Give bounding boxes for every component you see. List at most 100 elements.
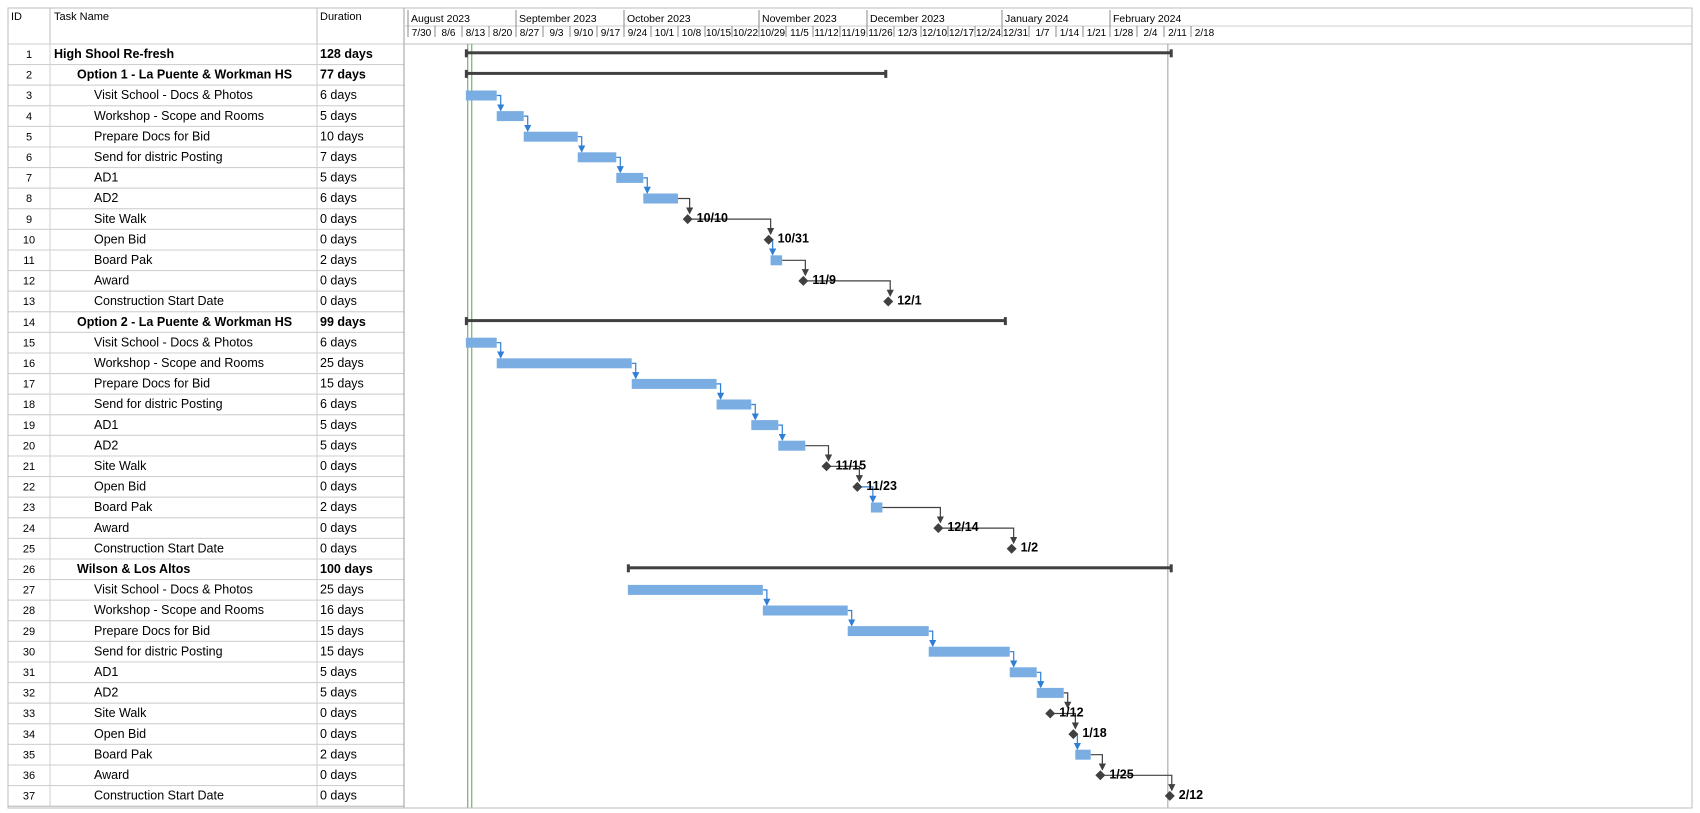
table-row[interactable]: 3 Visit School - Docs & Photos 6 days: [7, 84, 405, 107]
task-duration-cell[interactable]: 6 days: [320, 191, 357, 205]
task-duration-cell[interactable]: 0 days: [320, 480, 357, 494]
table-row[interactable]: 30 Send for distric Posting 15 days: [7, 640, 405, 663]
task-id-cell[interactable]: 11: [23, 255, 34, 267]
task-name-cell[interactable]: Award: [94, 521, 129, 535]
summary-bar[interactable]: [465, 71, 887, 75]
task-id-cell[interactable]: 32: [23, 688, 35, 700]
table-row[interactable]: 7 AD1 5 days: [7, 167, 405, 189]
summary-bar[interactable]: [627, 566, 1172, 570]
task-name-cell[interactable]: AD1: [94, 665, 118, 679]
table-row[interactable]: 2 Option 1 - La Puente & Workman HS 77 day…: [7, 64, 405, 86]
table-row[interactable]: 6 Send for distric Posting 7 days: [7, 146, 405, 169]
task-duration-cell[interactable]: 6 days: [320, 397, 357, 411]
task-id-cell[interactable]: 23: [23, 502, 35, 514]
task-id-cell[interactable]: 33: [23, 708, 35, 720]
milestone-diamond[interactable]: [1045, 708, 1056, 719]
task-duration-cell[interactable]: 128 days: [320, 47, 373, 61]
milestone-diamond[interactable]: [1164, 790, 1175, 801]
milestone-diamond[interactable]: [1095, 770, 1106, 781]
task-name-cell[interactable]: Option 1 - La Puente & Workman HS: [77, 68, 292, 82]
task-id-cell[interactable]: 4: [26, 111, 32, 123]
table-row[interactable]: 36 Award 0 days: [7, 764, 405, 787]
task-id-cell[interactable]: 36: [23, 770, 35, 782]
task-id-cell[interactable]: 35: [23, 749, 35, 761]
table-row[interactable]: 32 AD2 5 days: [7, 682, 405, 704]
task-id-cell[interactable]: 19: [23, 420, 35, 432]
task-name-cell[interactable]: Construction Start Date: [94, 541, 224, 555]
task-name-cell[interactable]: Board Pak: [94, 500, 153, 514]
task-duration-cell[interactable]: 0 days: [320, 789, 357, 803]
task-duration-cell[interactable]: 0 days: [320, 274, 357, 288]
task-name-cell[interactable]: Send for distric Posting: [94, 644, 223, 658]
task-id-cell[interactable]: 10: [23, 234, 35, 246]
table-row[interactable]: 35 Board Pak 2 days: [7, 743, 405, 766]
task-bar[interactable]: [770, 255, 783, 266]
table-row[interactable]: 28 Workshop - Scope and Rooms 16 days: [7, 599, 405, 622]
task-duration-cell[interactable]: 0 days: [320, 706, 357, 720]
task-name-cell[interactable]: Option 2 - La Puente & Workman HS: [77, 315, 292, 329]
task-name-cell[interactable]: AD2: [94, 686, 118, 700]
milestone-diamond[interactable]: [763, 234, 774, 245]
task-id-cell[interactable]: 18: [23, 399, 35, 411]
milestone-diamond[interactable]: [933, 523, 944, 534]
table-row[interactable]: 19 AD1 5 days: [7, 414, 405, 436]
task-id-cell[interactable]: 14: [23, 317, 35, 329]
task-id-cell[interactable]: 27: [23, 585, 35, 597]
task-id-cell[interactable]: 13: [23, 296, 35, 308]
table-row[interactable]: 15 Visit School - Docs & Photos 6 days: [7, 331, 405, 354]
table-row[interactable]: 14 Option 2 - La Puente & Workman HS 99 da…: [7, 311, 405, 333]
task-duration-cell[interactable]: 0 days: [320, 727, 357, 741]
table-row[interactable]: 34 Open Bid 0 days: [7, 723, 405, 745]
task-id-cell[interactable]: 26: [23, 564, 35, 576]
milestone-diamond[interactable]: [1068, 729, 1079, 740]
task-bar[interactable]: [616, 172, 644, 183]
task-duration-cell[interactable]: 6 days: [320, 335, 357, 349]
task-id-cell[interactable]: 22: [23, 482, 35, 494]
task-id-cell[interactable]: 12: [23, 276, 35, 288]
task-name-cell[interactable]: Site Walk: [94, 706, 147, 720]
task-duration-cell[interactable]: 2 days: [320, 747, 357, 761]
task-id-cell[interactable]: 6: [26, 152, 32, 164]
task-bar[interactable]: [1075, 749, 1091, 760]
task-name-cell[interactable]: Open Bid: [94, 727, 146, 741]
task-duration-cell[interactable]: 0 days: [320, 521, 357, 535]
table-row[interactable]: 29 Prepare Docs for Bid 15 days: [7, 620, 405, 642]
task-id-cell[interactable]: 31: [23, 667, 35, 679]
task-duration-cell[interactable]: 5 days: [320, 686, 357, 700]
task-name-cell[interactable]: Board Pak: [94, 747, 153, 761]
task-bar[interactable]: [577, 152, 617, 163]
milestone-diamond[interactable]: [798, 275, 809, 286]
table-row[interactable]: 11 Board Pak 2 days: [7, 249, 405, 272]
task-bar[interactable]: [928, 646, 1010, 657]
task-name-cell[interactable]: Workshop - Scope and Rooms: [94, 109, 264, 123]
table-row[interactable]: 25 Construction Start Date 0 days: [7, 537, 405, 560]
task-name-cell[interactable]: Prepare Docs for Bid: [94, 624, 210, 638]
task-id-cell[interactable]: 20: [23, 440, 35, 452]
task-bar[interactable]: [1009, 667, 1037, 678]
task-bar[interactable]: [465, 337, 497, 348]
task-name-cell[interactable]: Send for distric Posting: [94, 397, 223, 411]
task-id-cell[interactable]: 34: [23, 729, 35, 741]
task-id-cell[interactable]: 25: [23, 543, 35, 555]
task-name-cell[interactable]: AD2: [94, 438, 118, 452]
task-bar[interactable]: [631, 378, 717, 389]
task-name-cell[interactable]: Construction Start Date: [94, 294, 224, 308]
task-name-cell[interactable]: AD2: [94, 191, 118, 205]
task-bar[interactable]: [716, 399, 752, 410]
table-row[interactable]: 21 Site Walk 0 days: [7, 455, 405, 478]
table-row[interactable]: 23 Board Pak 2 days: [7, 496, 405, 519]
task-name-cell[interactable]: Visit School - Docs & Photos: [94, 88, 253, 102]
task-duration-cell[interactable]: 0 days: [320, 294, 357, 308]
task-id-cell[interactable]: 28: [23, 605, 35, 617]
duration-column-header[interactable]: Duration: [320, 11, 362, 23]
task-id-cell[interactable]: 8: [26, 193, 32, 205]
task-duration-cell[interactable]: 5 days: [320, 171, 357, 185]
task-bar[interactable]: [496, 358, 632, 369]
milestone-diamond[interactable]: [821, 461, 832, 472]
milestone-diamond[interactable]: [883, 296, 894, 307]
task-duration-cell[interactable]: 0 days: [320, 541, 357, 555]
task-bar[interactable]: [496, 111, 524, 122]
task-duration-cell[interactable]: 0 days: [320, 212, 357, 226]
task-name-cell[interactable]: Workshop - Scope and Rooms: [94, 356, 264, 370]
task-duration-cell[interactable]: 6 days: [320, 88, 357, 102]
